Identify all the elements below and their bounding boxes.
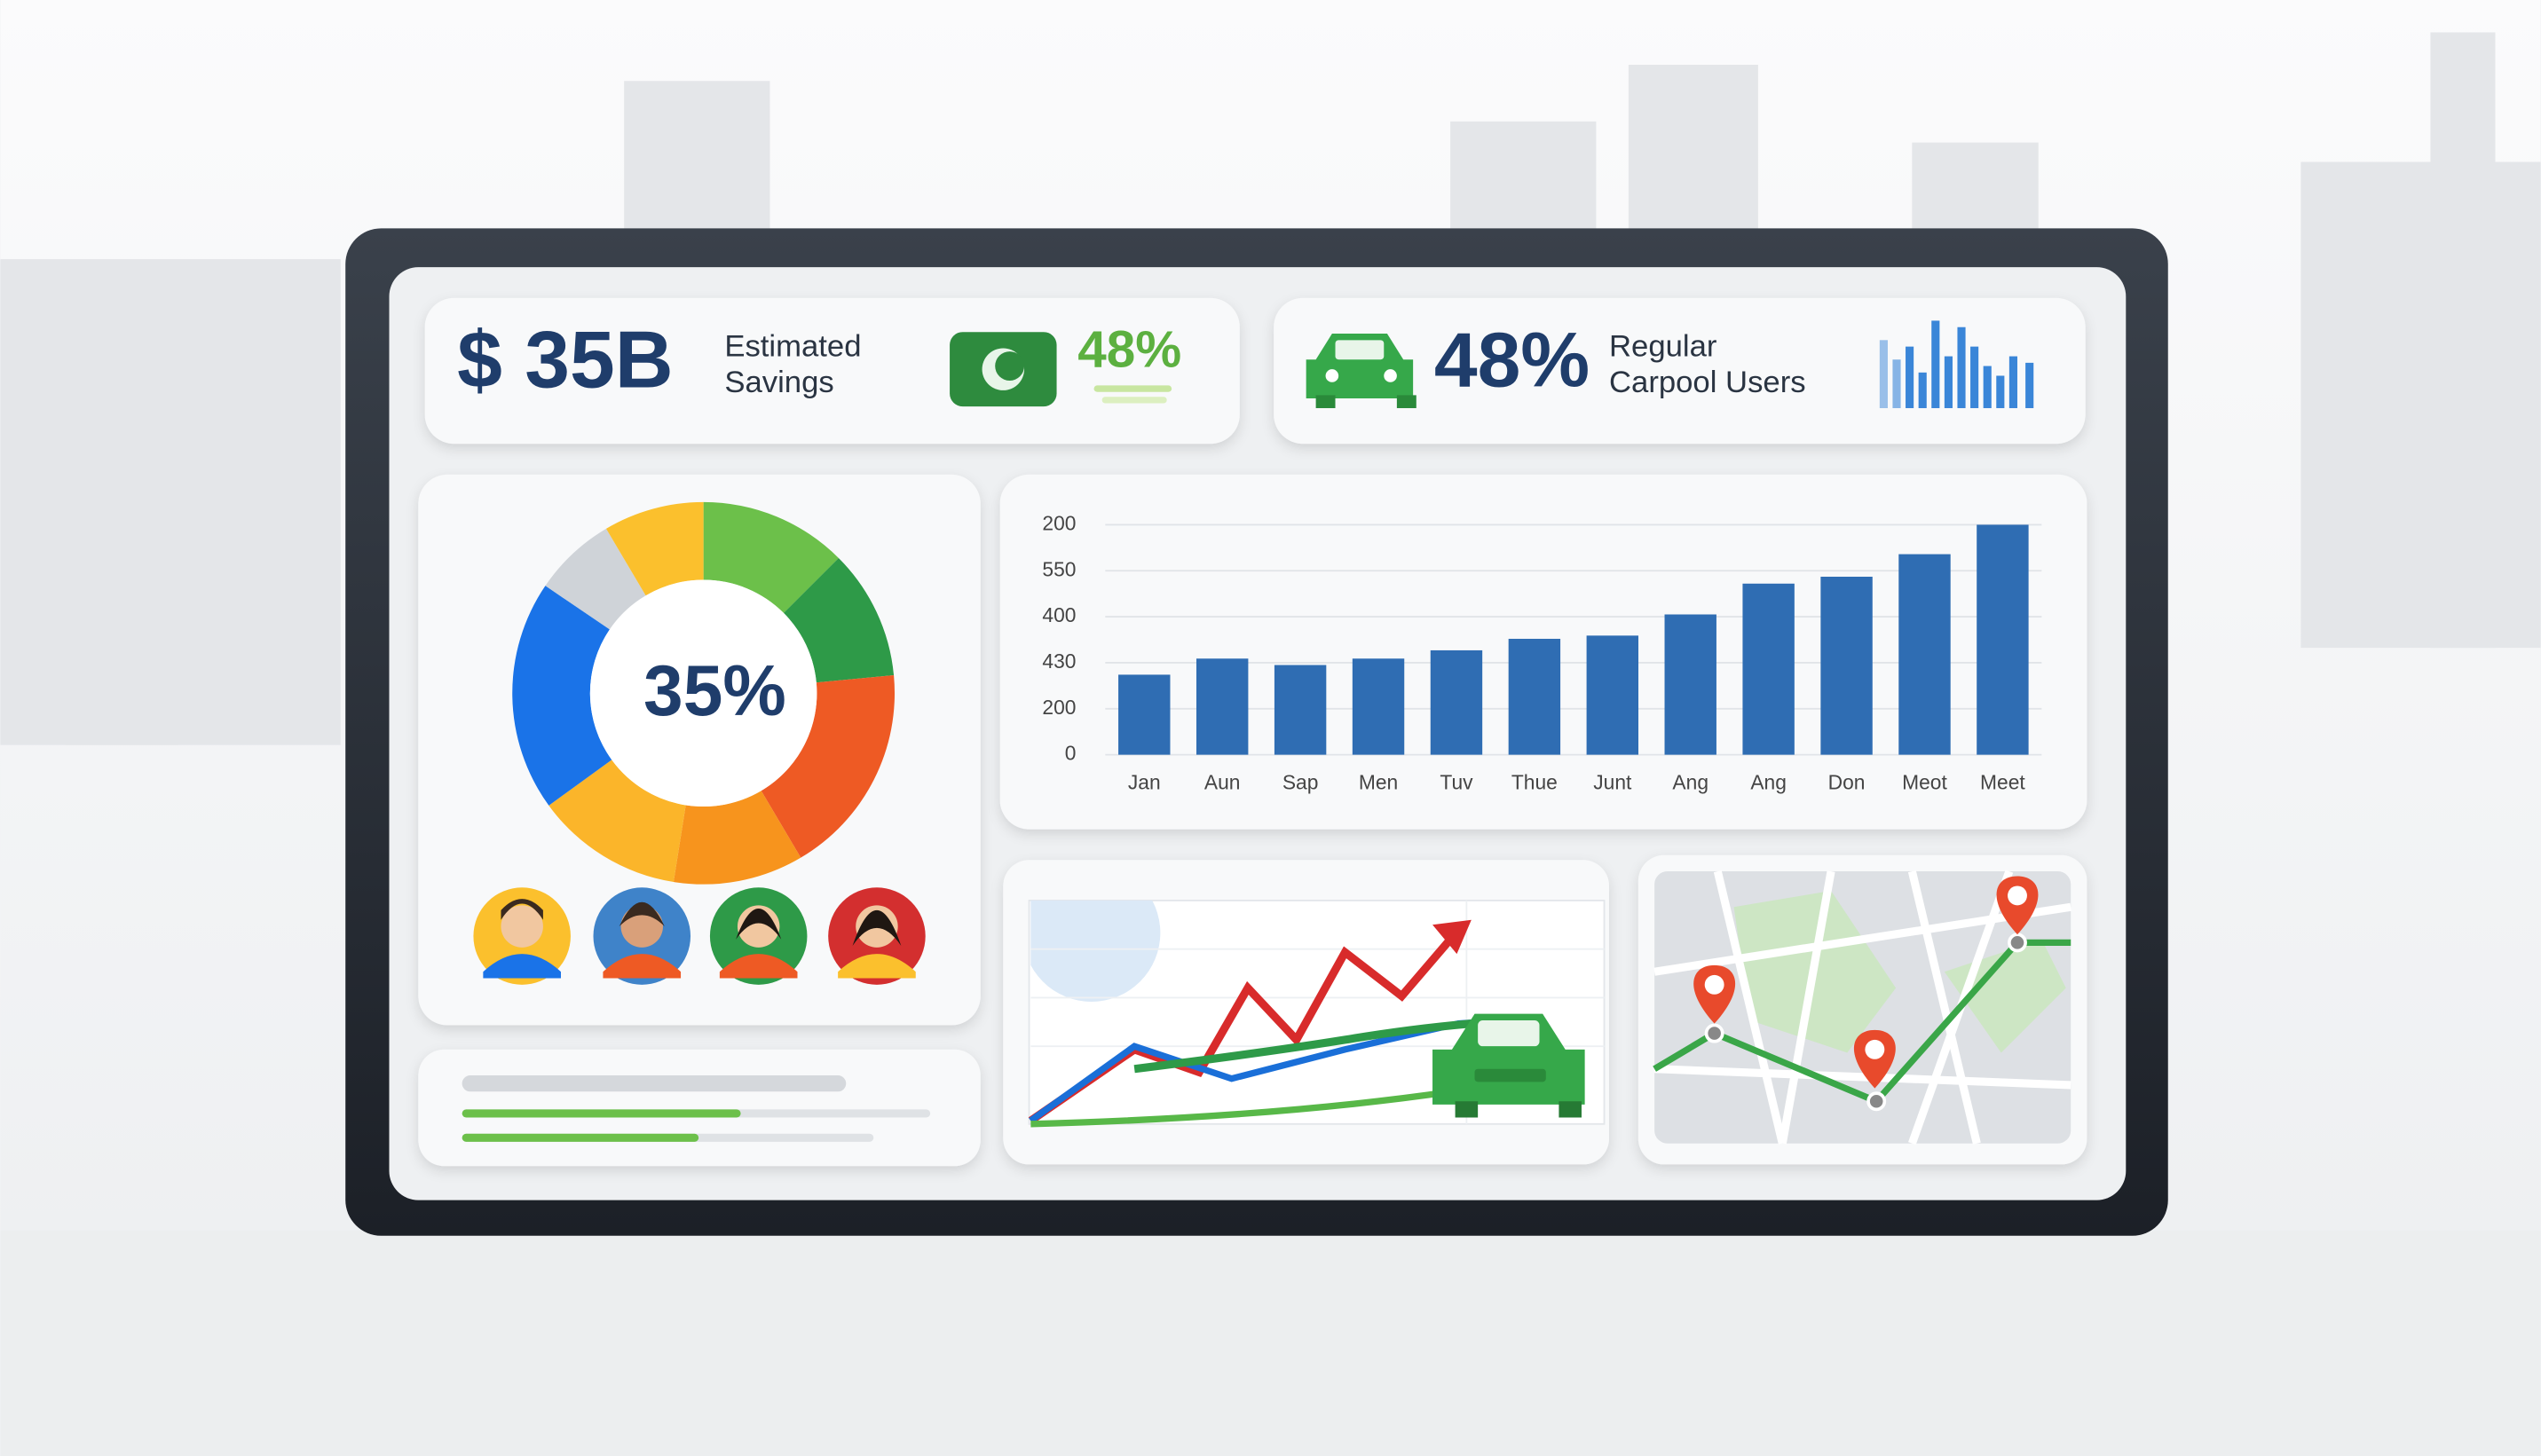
donut-segment (545, 528, 646, 630)
x-tick-label: Junt (1593, 771, 1632, 794)
donut-center-label: 35% (643, 651, 786, 731)
x-tick-label: Sap (1282, 771, 1319, 794)
trend-illustration (1028, 899, 1606, 1128)
avatars (473, 887, 926, 985)
bar (1274, 665, 1327, 755)
carpool-label: Carpool Users (1609, 366, 1806, 399)
bar (1742, 583, 1795, 755)
bar-chart: 0 200 430 400 550 200 Jan Aun Sap Men Tuv Thue Junt A… (1042, 511, 2042, 794)
y-tick-label: 200 (1042, 696, 1076, 719)
mini-bars (1879, 320, 2034, 408)
car-icon (1306, 334, 1416, 408)
floor (0, 1231, 2541, 1456)
x-tick-label: Ang (1672, 771, 1708, 794)
x-tick-label: Thue (1511, 771, 1558, 794)
bar (1196, 658, 1249, 755)
y-tick-label: 550 (1042, 557, 1076, 580)
bar (1898, 554, 1951, 755)
x-tick-label: Don (1828, 771, 1866, 794)
carpool-value: 48% (1434, 317, 1590, 404)
savings-label: Estimated (724, 330, 861, 364)
progress-fill (462, 1133, 699, 1142)
y-tick-label: 0 (1065, 742, 1077, 765)
bar (1977, 524, 2029, 755)
x-tick-label: Aun (1204, 771, 1241, 794)
bar (1118, 674, 1171, 755)
savings-value: $ 35B (457, 315, 674, 405)
savings-badge: 48% (1077, 320, 1181, 378)
x-tick-label: Tuv (1440, 771, 1473, 794)
x-tick-label: Meet (1980, 771, 2025, 794)
bar (1664, 614, 1716, 755)
donut-hole (589, 579, 817, 807)
bar (1508, 638, 1561, 755)
x-tick-label: Jan (1128, 771, 1161, 794)
donut-segment (761, 674, 896, 858)
progress-bar (462, 1075, 847, 1092)
badge-underline (1101, 397, 1167, 404)
x-tick-label: Meot (1902, 771, 1947, 794)
bar (1430, 649, 1483, 755)
donut-segment (673, 791, 801, 885)
donut-segment (605, 501, 704, 596)
donut-segment (703, 501, 839, 613)
progress-fill (462, 1109, 741, 1118)
donut-chart (512, 501, 896, 885)
donut-segment (512, 586, 612, 806)
bar (1352, 658, 1405, 755)
y-tick-label: 200 (1042, 511, 1076, 534)
y-tick-label: 430 (1042, 649, 1076, 673)
money-icon-coin (995, 351, 1025, 381)
badge-underline (1093, 385, 1172, 392)
carpool-label: Regular (1609, 330, 1716, 364)
savings-label: Savings (724, 366, 833, 399)
city-silhouette (0, 32, 2541, 745)
x-tick-label: Men (1359, 771, 1398, 794)
bar (1820, 576, 1873, 755)
donut-segment (783, 557, 895, 683)
progress-card (418, 1049, 981, 1167)
bar (1586, 635, 1639, 755)
map-illustration (1653, 870, 2071, 1145)
x-tick-label: Ang (1750, 771, 1787, 794)
y-tick-label: 400 (1042, 603, 1076, 626)
donut-segment (548, 759, 686, 882)
